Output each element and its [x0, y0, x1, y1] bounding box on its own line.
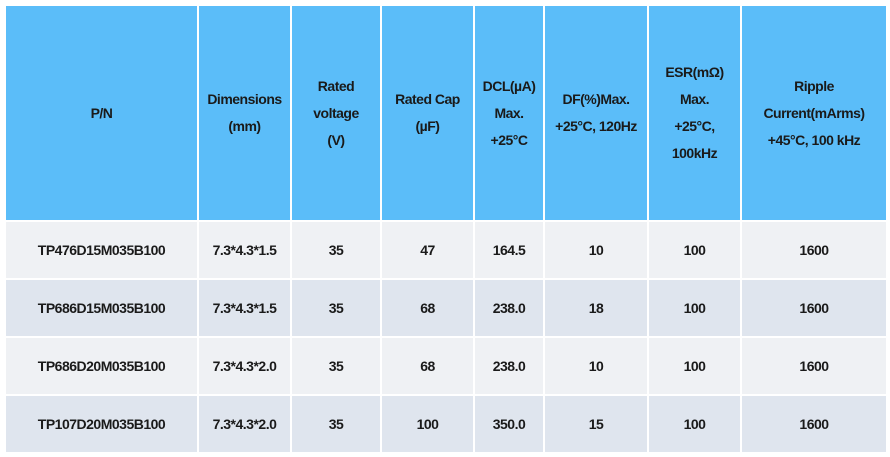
data-cell: 15 [543, 394, 649, 454]
data-cell: TP686D15M035B100 [4, 278, 199, 338]
header-line: P/N [90, 104, 113, 121]
header-line: (mm) [228, 118, 261, 134]
data-cell: 350.0 [473, 394, 545, 454]
data-cell: 68 [380, 336, 475, 396]
header-line: +25°C, [674, 118, 715, 134]
header-cell: Rated Cap (µF) [380, 4, 475, 222]
header-cell: Dimensions (mm) [197, 4, 292, 222]
header-line: +45°C, 100 kHz [767, 131, 861, 148]
data-cell: 1600 [740, 220, 888, 280]
header-line: Rated Cap [395, 91, 460, 107]
header-cell: P/N [4, 4, 199, 222]
data-cell: 100 [647, 278, 742, 338]
spec-table: P/N Dimensions (mm) Rated voltage (V) Rated Ca… [4, 4, 888, 454]
header-line: voltage [313, 104, 359, 121]
header-cell: Rated voltage (V) [290, 4, 382, 222]
data-cell: 35 [290, 278, 382, 338]
header-cell: Ripple Current(mArms) +45°C, 100 kHz [740, 4, 888, 222]
header-line: ESR(mΩ) [665, 64, 724, 80]
header-line: Ripple [794, 77, 834, 94]
header-line: Current(mArms) [763, 104, 865, 121]
header-line: +25°C, 120Hz [555, 118, 637, 134]
data-cell: 100 [380, 394, 475, 454]
data-cell: 7.3*4.3*2.0 [197, 336, 292, 396]
data-cell: 7.3*4.3*1.5 [197, 278, 292, 338]
data-row: TP686D15M035B100 7.3*4.3*1.5 35 68 238.0 18 10… [4, 278, 888, 338]
header-cell: DCL(µA) Max. +25°C [473, 4, 545, 222]
data-cell: 100 [647, 394, 742, 454]
data-cell: 1600 [740, 394, 888, 454]
data-row: TP686D20M035B100 7.3*4.3*2.0 35 68 238.0 10 10… [4, 336, 888, 396]
data-cell: 10 [543, 220, 649, 280]
data-cell: TP686D20M035B100 [4, 336, 199, 396]
data-cell: 10 [543, 336, 649, 396]
data-row: TP476D15M035B100 7.3*4.3*1.5 35 47 164.5 10 10… [4, 220, 888, 280]
data-cell: TP107D20M035B100 [4, 394, 199, 454]
table-body: TP476D15M035B100 7.3*4.3*1.5 35 47 164.5 10 10… [4, 220, 888, 454]
header-line: +25°C [490, 131, 528, 148]
data-cell: 35 [290, 336, 382, 396]
data-row: TP107D20M035B100 7.3*4.3*2.0 35 100 350.0 15 1… [4, 394, 888, 454]
header-line: DF(%)Max. [562, 91, 630, 107]
data-cell: 100 [647, 336, 742, 396]
data-cell: 238.0 [473, 278, 545, 338]
header-line: (V) [327, 131, 345, 148]
header-line: Dimensions [207, 91, 282, 107]
header-line: DCL(µA) [482, 77, 536, 94]
header-cell: ESR(mΩ) Max. +25°C, 100kHz [647, 4, 742, 222]
data-cell: 100 [647, 220, 742, 280]
data-cell: 35 [290, 394, 382, 454]
header-cell: DF(%)Max. +25°C, 120Hz [543, 4, 649, 222]
header-line: 100kHz [671, 145, 718, 161]
data-cell: 164.5 [473, 220, 545, 280]
data-cell: 68 [380, 278, 475, 338]
data-cell: 7.3*4.3*2.0 [197, 394, 292, 454]
data-cell: 7.3*4.3*1.5 [197, 220, 292, 280]
data-cell: 1600 [740, 278, 888, 338]
data-cell: 47 [380, 220, 475, 280]
data-cell: 1600 [740, 336, 888, 396]
data-cell: 35 [290, 220, 382, 280]
data-cell: 18 [543, 278, 649, 338]
data-cell: TP476D15M035B100 [4, 220, 199, 280]
data-cell: 238.0 [473, 336, 545, 396]
header-line: Rated [317, 77, 355, 94]
header-line: (µF) [415, 118, 440, 134]
header-line: Max. [679, 91, 710, 107]
header-row: P/N Dimensions (mm) Rated voltage (V) Rated Ca… [4, 4, 888, 222]
header-line: Max. [494, 104, 524, 121]
